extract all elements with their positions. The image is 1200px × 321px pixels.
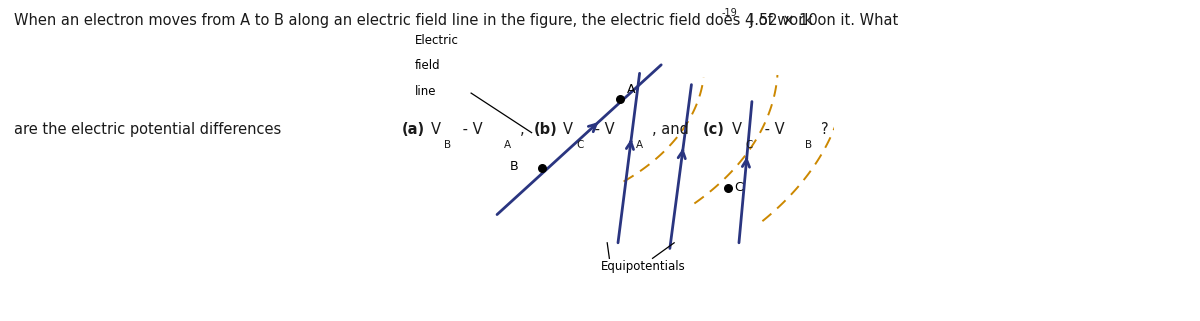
Text: (c): (c) [703, 122, 725, 137]
Text: B: B [444, 140, 451, 150]
Text: C: C [734, 181, 743, 194]
Text: (a): (a) [402, 122, 425, 137]
Text: field: field [415, 59, 440, 72]
Text: A: A [504, 140, 511, 150]
Text: - V: - V [458, 122, 484, 137]
Text: B: B [805, 140, 812, 150]
Text: C: C [576, 140, 583, 150]
Text: line: line [415, 85, 437, 98]
Text: ,: , [520, 122, 529, 137]
Point [533, 165, 552, 170]
Text: V: V [563, 122, 572, 137]
Text: A: A [626, 83, 635, 96]
Text: V: V [431, 122, 440, 137]
Text: V: V [732, 122, 742, 137]
Text: are the electric potential differences: are the electric potential differences [14, 122, 287, 137]
Point [719, 185, 738, 190]
Text: C: C [745, 140, 752, 150]
Text: When an electron moves from A to B along an electric field line in the figure, t: When an electron moves from A to B along… [14, 13, 818, 28]
Text: - V: - V [760, 122, 785, 137]
Text: A: A [636, 140, 643, 150]
Text: - V: - V [590, 122, 616, 137]
Text: B: B [510, 160, 518, 173]
Text: J of work on it. What: J of work on it. What [745, 13, 899, 28]
Text: Equipotentials: Equipotentials [601, 260, 685, 273]
Text: -19: -19 [721, 8, 737, 18]
Point [611, 96, 630, 101]
Text: (b): (b) [534, 122, 558, 137]
Text: ?: ? [821, 122, 828, 137]
Text: Electric: Electric [415, 34, 458, 47]
Text: , and: , and [652, 122, 694, 137]
